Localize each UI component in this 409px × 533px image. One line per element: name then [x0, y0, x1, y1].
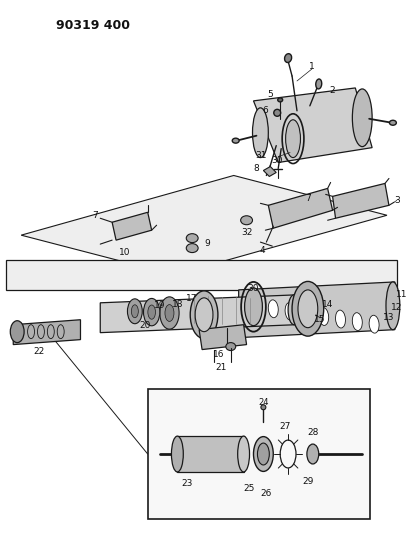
Bar	[147, 389, 369, 519]
Text: 29: 29	[301, 478, 313, 487]
Text: 26: 26	[260, 489, 272, 498]
Text: 20: 20	[139, 321, 150, 330]
Ellipse shape	[225, 343, 235, 351]
Text: 11: 11	[395, 290, 407, 300]
Ellipse shape	[148, 305, 155, 319]
Text: 18: 18	[171, 300, 183, 309]
Ellipse shape	[288, 295, 299, 325]
Ellipse shape	[315, 79, 321, 89]
Text: 30: 30	[247, 285, 258, 293]
Polygon shape	[267, 188, 332, 228]
Polygon shape	[263, 166, 276, 176]
Text: 14: 14	[321, 300, 333, 309]
Ellipse shape	[284, 54, 291, 62]
Text: 30: 30	[271, 156, 282, 165]
Ellipse shape	[160, 297, 179, 329]
Ellipse shape	[164, 304, 173, 321]
Ellipse shape	[10, 321, 24, 343]
Polygon shape	[253, 88, 371, 163]
Text: 22: 22	[33, 347, 45, 356]
Ellipse shape	[244, 288, 262, 326]
Text: 32: 32	[240, 228, 252, 237]
Ellipse shape	[351, 313, 362, 330]
Ellipse shape	[284, 302, 294, 320]
Ellipse shape	[186, 233, 198, 243]
Ellipse shape	[171, 436, 183, 472]
Ellipse shape	[143, 298, 160, 326]
Text: 90319 400: 90319 400	[56, 19, 129, 33]
Text: 6: 6	[262, 106, 267, 115]
Ellipse shape	[297, 290, 317, 328]
Ellipse shape	[273, 109, 280, 116]
Ellipse shape	[301, 305, 311, 323]
Text: 7: 7	[92, 211, 98, 220]
Ellipse shape	[195, 298, 212, 332]
Polygon shape	[112, 212, 151, 240]
Ellipse shape	[318, 308, 328, 326]
Text: 8: 8	[253, 164, 259, 173]
Ellipse shape	[131, 305, 138, 318]
Ellipse shape	[260, 405, 265, 410]
Text: 28: 28	[306, 427, 318, 437]
Ellipse shape	[368, 315, 378, 333]
Text: 16: 16	[213, 350, 224, 359]
Ellipse shape	[335, 310, 345, 328]
Text: 10: 10	[119, 247, 130, 256]
Polygon shape	[100, 295, 295, 333]
Ellipse shape	[252, 108, 267, 158]
Ellipse shape	[385, 282, 399, 330]
Polygon shape	[199, 325, 246, 350]
Polygon shape	[177, 436, 243, 472]
Ellipse shape	[267, 300, 278, 318]
Text: 13: 13	[382, 313, 394, 322]
Text: 15: 15	[313, 315, 325, 324]
Polygon shape	[13, 320, 80, 345]
Text: 9: 9	[204, 239, 209, 248]
Ellipse shape	[127, 299, 142, 324]
Text: 24: 24	[258, 398, 268, 407]
Polygon shape	[332, 183, 388, 218]
Ellipse shape	[285, 120, 300, 158]
Ellipse shape	[306, 444, 318, 464]
Ellipse shape	[257, 443, 269, 465]
Text: 7: 7	[304, 194, 310, 203]
Ellipse shape	[231, 138, 238, 143]
Text: 19: 19	[153, 301, 165, 310]
Ellipse shape	[277, 98, 282, 102]
Text: 17: 17	[186, 294, 198, 303]
Text: 5: 5	[267, 91, 272, 99]
Ellipse shape	[351, 89, 371, 147]
Polygon shape	[21, 175, 386, 275]
Text: 21: 21	[215, 363, 226, 372]
Text: 25: 25	[242, 484, 254, 494]
Polygon shape	[238, 282, 394, 337]
Ellipse shape	[190, 291, 217, 338]
Text: 3: 3	[393, 196, 399, 205]
Text: 4: 4	[259, 246, 265, 255]
Text: 2: 2	[329, 86, 335, 95]
Polygon shape	[6, 260, 396, 290]
Ellipse shape	[240, 216, 252, 225]
Ellipse shape	[389, 120, 396, 125]
Text: 31: 31	[255, 151, 267, 160]
Ellipse shape	[253, 437, 273, 471]
Text: 12: 12	[390, 303, 402, 312]
Ellipse shape	[186, 244, 198, 253]
Text: 23: 23	[181, 479, 193, 488]
Text: 1: 1	[308, 61, 314, 70]
Ellipse shape	[291, 281, 323, 336]
Text: 27: 27	[279, 422, 290, 431]
Ellipse shape	[237, 436, 249, 472]
